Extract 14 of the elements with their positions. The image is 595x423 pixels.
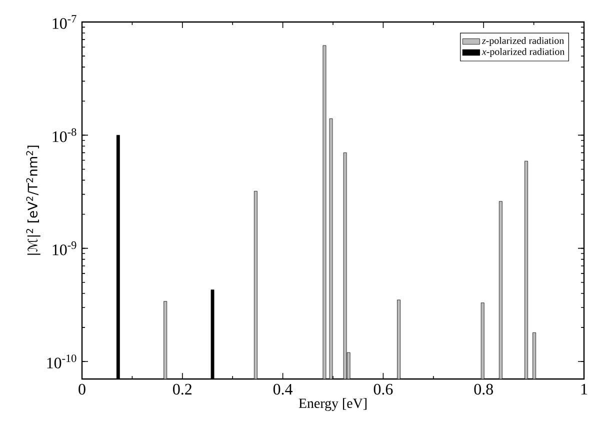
x-axis-title: Energy [eV] [298,398,366,411]
x-tick-label: 0.6 [374,384,393,395]
y-tick-label: 10$^{-8}$ [52,128,76,142]
legend-label: z-polarized radiation [482,36,564,46]
x-tick-label: 0.4 [273,384,293,395]
y-tick-label: 10$^{-7}$ [52,15,76,29]
x-tick-label: 0.8 [474,384,493,395]
x-tick-label: 1 [581,384,588,394]
x-tick-label: 0 [78,384,86,395]
text: |ℳ|$^{2}$ [eV$^{2}$/T$^{2}$nm$^{2}$] [26,146,40,255]
x-tick-label: 0.2 [173,384,192,395]
y-tick-label: 10$^{-10}$ [47,354,76,368]
legend-label: x-polarized radiation [482,48,565,58]
y-tick-label: 10$^{-9}$ [52,241,76,256]
